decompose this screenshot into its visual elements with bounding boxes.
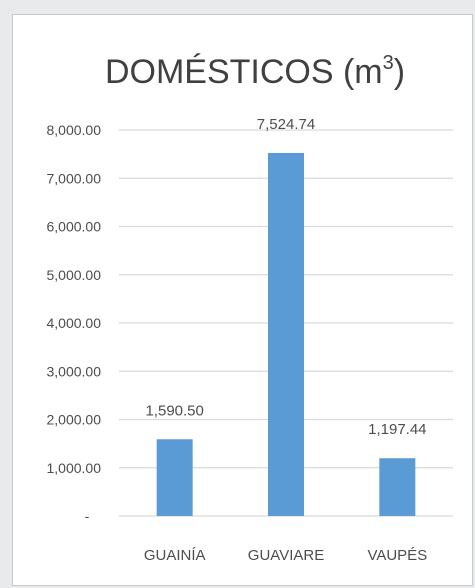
x-axis-categories: GUAINÍA GUAVIARE VAUPÉS bbox=[144, 547, 427, 564]
y-tick-label: 8,000.00 bbox=[47, 122, 102, 138]
y-tick-label: - bbox=[85, 508, 90, 524]
y-tick-label: 3,000.00 bbox=[47, 363, 102, 379]
x-category-label: GUAVIARE bbox=[248, 547, 324, 564]
y-axis-ticks: - 1,000.00 2,000.00 3,000.00 4,000.00 5,000.0… bbox=[47, 122, 102, 524]
bar-guainía bbox=[156, 439, 193, 516]
data-label: 7,524.74 bbox=[257, 116, 315, 133]
bar-guaviare bbox=[268, 152, 304, 517]
chart-frame: DOMÉSTICOS (m3) - 1,000.00 2,000.00 3,000.0… bbox=[12, 14, 473, 586]
chart-title-suffix: ) bbox=[394, 53, 405, 91]
x-category-label: VAUPÉS bbox=[367, 547, 427, 564]
chart-title-superscript: 3 bbox=[383, 52, 394, 74]
bars bbox=[156, 152, 416, 517]
data-label: 1,590.50 bbox=[145, 402, 203, 419]
chart-area: DOMÉSTICOS (m3) - 1,000.00 2,000.00 3,000.0… bbox=[47, 52, 453, 564]
bar-vaupés bbox=[379, 458, 416, 516]
chart-title: DOMÉSTICOS (m3) bbox=[105, 52, 405, 91]
chart-title-main: DOMÉSTICOS (m bbox=[105, 53, 383, 91]
data-label: 1,197.44 bbox=[368, 421, 426, 438]
x-category-label: GUAINÍA bbox=[144, 547, 206, 564]
y-tick-label: 4,000.00 bbox=[47, 315, 102, 331]
y-tick-label: 2,000.00 bbox=[47, 412, 102, 428]
y-tick-label: 1,000.00 bbox=[47, 460, 102, 476]
y-tick-label: 7,000.00 bbox=[47, 170, 102, 186]
data-labels: 1,590.50 7,524.74 1,197.44 bbox=[145, 116, 426, 438]
y-tick-label: 6,000.00 bbox=[47, 219, 102, 235]
y-tick-label: 5,000.00 bbox=[47, 267, 102, 283]
